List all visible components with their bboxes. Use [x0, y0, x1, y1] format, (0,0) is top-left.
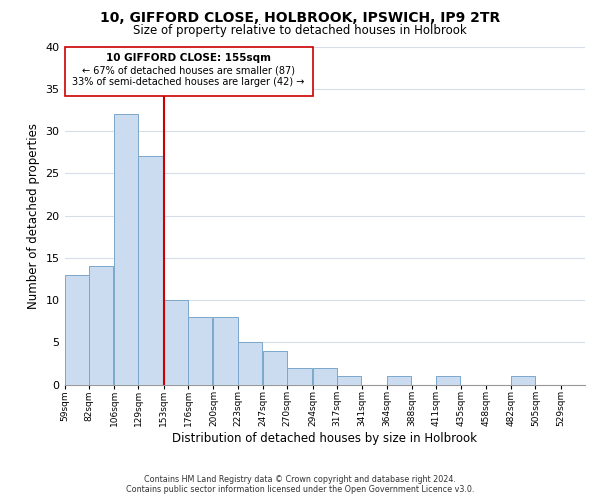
Bar [263, 350, 287, 384]
Bar [139, 156, 163, 384]
Text: ← 67% of detached houses are smaller (87): ← 67% of detached houses are smaller (87… [82, 65, 295, 75]
Bar [511, 376, 535, 384]
Bar [65, 274, 89, 384]
Bar [337, 376, 361, 384]
Bar [386, 376, 411, 384]
Bar [188, 317, 212, 384]
Text: Size of property relative to detached houses in Holbrook: Size of property relative to detached ho… [133, 24, 467, 37]
Bar [287, 368, 311, 384]
Bar [114, 114, 139, 384]
Text: 10, GIFFORD CLOSE, HOLBROOK, IPSWICH, IP9 2TR: 10, GIFFORD CLOSE, HOLBROOK, IPSWICH, IP… [100, 11, 500, 25]
Bar [89, 266, 113, 384]
Bar [238, 342, 262, 384]
Bar [214, 317, 238, 384]
Bar [436, 376, 460, 384]
Text: 33% of semi-detached houses are larger (42) →: 33% of semi-detached houses are larger (… [73, 77, 305, 87]
Bar [164, 300, 188, 384]
Bar [313, 368, 337, 384]
Text: Contains HM Land Registry data © Crown copyright and database right 2024.
Contai: Contains HM Land Registry data © Crown c… [126, 474, 474, 494]
Bar [65, 46, 313, 96]
X-axis label: Distribution of detached houses by size in Holbrook: Distribution of detached houses by size … [172, 432, 477, 445]
Y-axis label: Number of detached properties: Number of detached properties [27, 122, 40, 308]
Text: 10 GIFFORD CLOSE: 155sqm: 10 GIFFORD CLOSE: 155sqm [106, 54, 271, 64]
